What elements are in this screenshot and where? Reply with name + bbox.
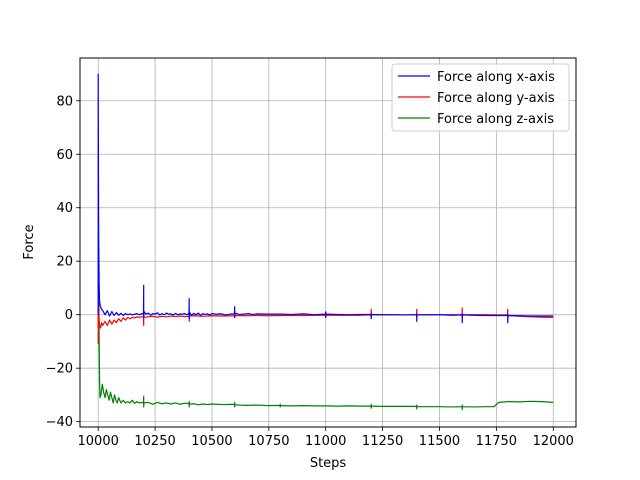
series-line-x — [97, 73, 554, 324]
legend-frame — [391, 63, 570, 132]
x-tick-label: 10250 — [134, 434, 175, 449]
legend: Force along x-axis Force along y-axis Fo… — [391, 63, 570, 132]
y-tick-label: −40 — [46, 415, 73, 430]
plot-frame — [79, 57, 577, 428]
x-tick-label: 11250 — [362, 434, 403, 449]
x-tick-label: 10500 — [191, 434, 232, 449]
data-series — [97, 73, 554, 411]
y-tick-label: 20 — [56, 255, 73, 270]
y-axis-label: Force — [22, 224, 37, 259]
y-tick-label: 0 — [65, 308, 73, 323]
y-axis-ticks: −40 −20 0 20 40 60 80 — [46, 94, 80, 430]
x-tick-label: 11000 — [305, 434, 346, 449]
y-tick-label: −20 — [46, 362, 73, 377]
legend-label-y: Force along y-axis — [437, 91, 555, 106]
x-axis-ticks: 10000 10250 10500 10750 11000 11250 11500 11750… — [78, 427, 574, 449]
legend-label-z: Force along z-axis — [437, 112, 554, 127]
y-tick-label: 40 — [56, 201, 73, 216]
x-tick-label: 12000 — [533, 434, 574, 449]
y-tick-label: 60 — [56, 148, 73, 163]
legend-label-x: Force along x-axis — [437, 70, 555, 85]
x-axis-label: Steps — [310, 456, 347, 471]
x-tick-label: 11500 — [419, 434, 460, 449]
x-tick-label: 10000 — [78, 434, 119, 449]
series-line-z — [97, 239, 554, 411]
x-tick-label: 10750 — [248, 434, 289, 449]
x-tick-label: 11750 — [476, 434, 517, 449]
y-tick-label: 80 — [56, 94, 73, 109]
